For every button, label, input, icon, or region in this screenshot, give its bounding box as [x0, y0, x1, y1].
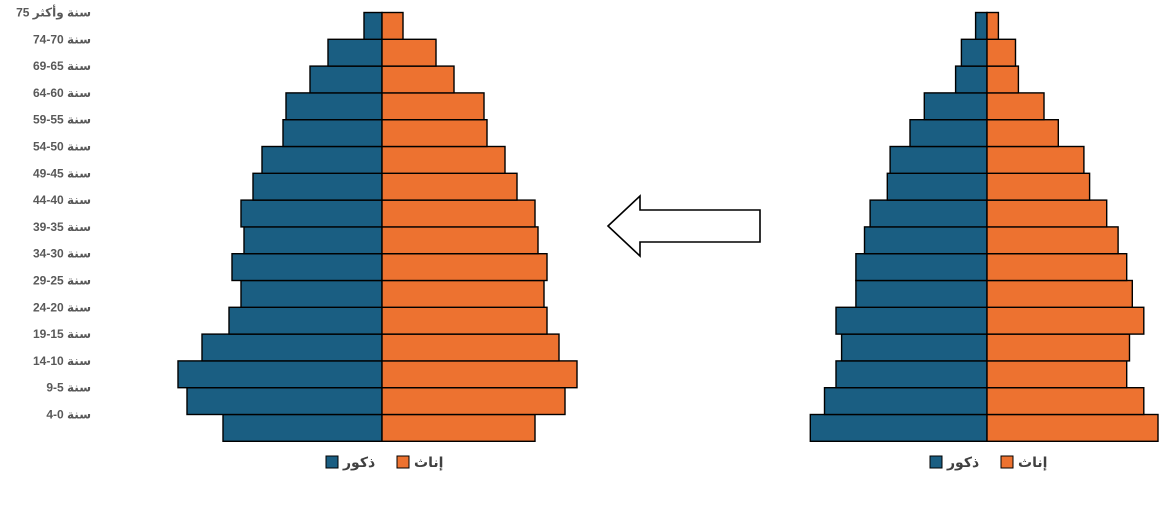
age-tick-label: 49-45 سنة [33, 166, 91, 180]
bar-female-7 [381, 226, 539, 255]
bar-female-6 [986, 252, 1128, 282]
legend-swatch-female [396, 455, 410, 469]
bar-female-11 [986, 118, 1060, 148]
bar-male-8 [240, 199, 383, 228]
bar-male-3 [840, 333, 988, 362]
bar-female-3 [986, 333, 1131, 362]
bar-female-2 [986, 360, 1128, 389]
bar-male-14 [327, 38, 383, 67]
bar-male-13 [954, 65, 988, 94]
bar-female-15 [986, 11, 1000, 40]
bar-male-15 [363, 11, 383, 40]
legend-left: إناث ذكور [325, 454, 443, 471]
age-tick-label: 54-50 سنة [33, 140, 91, 154]
age-tick-label: 64-60 سنة [33, 86, 91, 100]
bar-male-9 [886, 172, 988, 201]
bar-male-7 [243, 226, 383, 255]
bar-female-2 [381, 360, 578, 389]
bar-male-0 [809, 413, 988, 442]
bar-female-14 [986, 38, 1017, 67]
age-tick-label: 59-55 سنة [33, 113, 91, 127]
age-tick-label: 74-70 سنة [33, 32, 91, 46]
legend-swatch-female [1000, 455, 1014, 469]
population-pyramid-left [177, 11, 578, 442]
legend-swatch-male [929, 455, 943, 469]
bar-male-12 [285, 92, 383, 121]
bar-female-9 [986, 172, 1091, 201]
bar-female-9 [381, 172, 518, 201]
age-tick-label: 4-0 سنة [46, 408, 91, 422]
bar-female-12 [381, 92, 485, 121]
bar-male-5 [240, 279, 383, 308]
bar-male-14 [960, 38, 988, 67]
age-tick-label: 14-10 سنة [33, 354, 91, 368]
age-tick-label: 39-35 سنة [33, 220, 91, 234]
bar-female-7 [986, 226, 1119, 255]
bar-male-4 [228, 306, 383, 335]
bar-female-0 [381, 413, 536, 442]
bar-male-1 [186, 387, 383, 416]
bar-male-9 [252, 172, 383, 201]
legend-label-male: ذكور [342, 454, 375, 471]
age-tick-label: 24-20 سنة [33, 300, 91, 314]
bar-female-13 [986, 65, 1020, 94]
bar-female-11 [381, 118, 488, 148]
legend-right: إناث ذكور [929, 454, 1047, 471]
age-tick-label: 69-65 سنة [33, 59, 91, 73]
bar-male-0 [222, 413, 383, 442]
bar-male-12 [923, 92, 988, 121]
bar-female-8 [381, 199, 536, 228]
bar-male-5 [855, 279, 988, 308]
bar-male-2 [835, 360, 988, 389]
bar-male-10 [261, 145, 383, 174]
age-tick-label: 9-5 سنة [46, 381, 91, 395]
bar-female-0 [986, 413, 1159, 442]
bar-female-14 [381, 38, 437, 67]
age-group-axis-labels: 4-0 سنة 9-5 سنة 14-10 سنة 19-15 سنة 24-20 سن… [16, 5, 91, 422]
bar-female-1 [986, 387, 1145, 416]
bar-male-15 [974, 11, 988, 40]
bar-male-11 [282, 118, 383, 148]
legend-swatch-male [325, 455, 339, 469]
legend-label-female: إناث [414, 454, 443, 471]
left-arrow-icon [606, 194, 761, 258]
bar-female-12 [986, 92, 1045, 121]
bar-male-1 [823, 387, 988, 416]
age-tick-label: 75 سنة وأكثر [16, 5, 91, 21]
bar-female-4 [381, 306, 548, 335]
bar-female-13 [381, 65, 455, 94]
age-tick-label: 44-40 سنة [33, 193, 91, 207]
age-tick-label: 34-30 سنة [33, 247, 91, 261]
age-tick-label: 29-25 سنة [33, 274, 91, 288]
bar-male-10 [889, 145, 988, 174]
population-pyramid-right [809, 11, 1159, 442]
bar-male-6 [231, 252, 383, 282]
bar-female-6 [381, 252, 548, 282]
bar-female-3 [381, 333, 560, 362]
bar-female-5 [381, 279, 545, 308]
legend-label-female: إناث [1018, 454, 1047, 471]
bar-female-15 [381, 11, 404, 40]
bar-female-5 [986, 279, 1134, 308]
bar-male-3 [201, 333, 383, 362]
bar-female-10 [986, 145, 1085, 174]
bar-male-8 [869, 199, 988, 228]
bar-female-8 [986, 199, 1108, 228]
bar-male-4 [835, 306, 988, 335]
bar-male-13 [309, 65, 383, 94]
bar-female-1 [381, 387, 566, 416]
bar-male-2 [177, 360, 383, 389]
bar-male-6 [855, 252, 988, 282]
age-tick-label: 19-15 سنة [33, 327, 91, 341]
bar-male-7 [863, 226, 988, 255]
legend-label-male: ذكور [946, 454, 979, 471]
bar-female-4 [986, 306, 1145, 335]
bar-female-10 [381, 145, 506, 174]
bar-male-11 [909, 118, 988, 148]
